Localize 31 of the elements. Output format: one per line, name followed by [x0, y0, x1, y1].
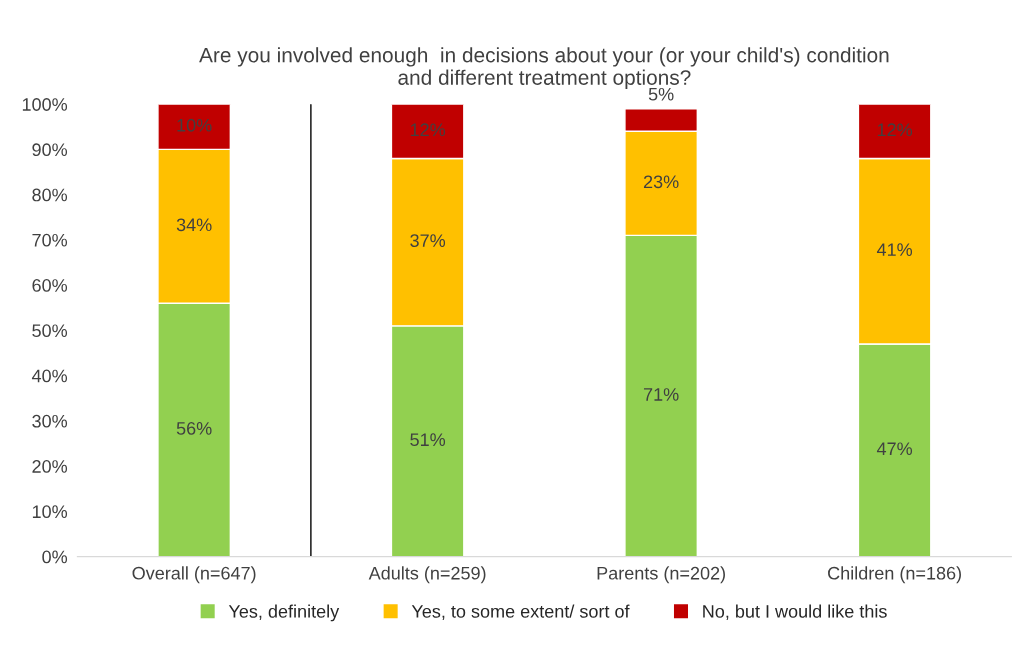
x-tick-label: Adults (n=259) [368, 566, 486, 584]
data-label: 5% [648, 87, 674, 101]
data-label: 12% [410, 123, 446, 137]
legend-label: No, but I would like this [703, 604, 887, 620]
y-tick-label: 50% [32, 324, 68, 338]
y-tick-label: 0% [42, 550, 68, 564]
y-tick-label: 90% [32, 143, 68, 157]
y-tick-label: 70% [32, 233, 68, 247]
data-label: 37% [410, 234, 446, 247]
x-tick-label: Children (n=186) [828, 566, 961, 584]
y-tick-label: 80% [32, 188, 68, 202]
y-tick-label: 10% [32, 505, 68, 519]
data-label: 10% [177, 118, 212, 132]
legend-label: Yes, definitely [228, 604, 340, 622]
data-label: 56% [176, 421, 212, 435]
data-label: 12% [877, 123, 913, 137]
legend-label: Yes, to some extent/ sort of [411, 604, 630, 620]
y-tick-label: 40% [31, 369, 68, 383]
data-label: 71% [643, 388, 679, 401]
data-label: 51% [410, 433, 446, 447]
data-label: 23% [643, 175, 679, 189]
y-tick-label: 100% [22, 98, 68, 111]
y-tick-label: 20% [32, 460, 68, 473]
y-tick-label: 30% [32, 414, 68, 428]
data-label: 34% [176, 218, 212, 232]
x-tick-label: Parents (n=202) [597, 566, 725, 584]
chart-title: Are you involved enough in decisions about your (or your child's) condition and different treatment options? [199, 47, 889, 90]
data-label: 47% [876, 442, 913, 456]
x-tick-label: Overall (n=647) [132, 566, 256, 584]
y-tick-label: 60% [32, 279, 68, 292]
data-label: 41% [876, 243, 913, 256]
